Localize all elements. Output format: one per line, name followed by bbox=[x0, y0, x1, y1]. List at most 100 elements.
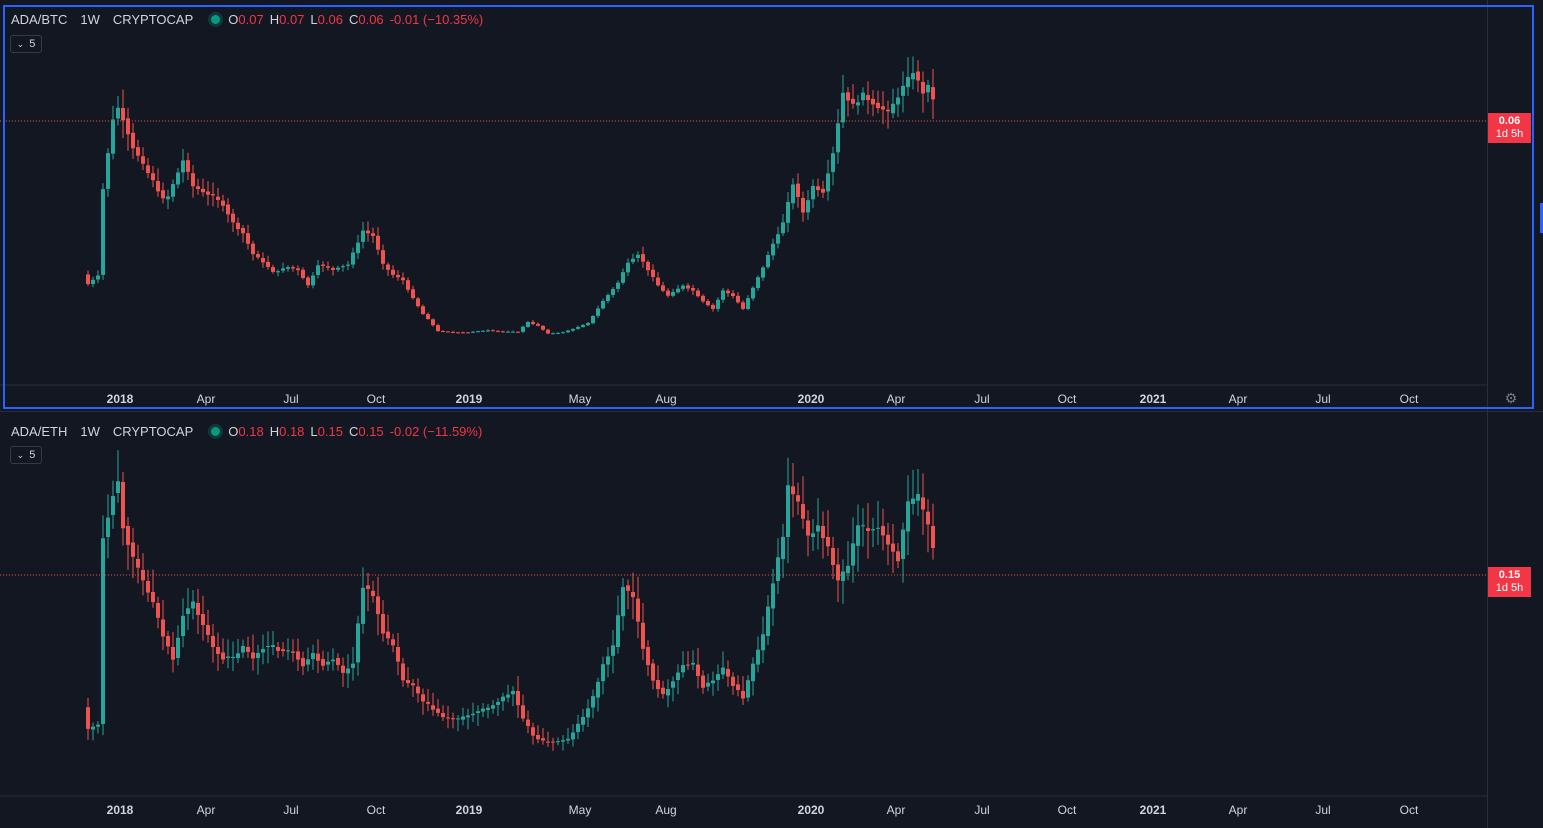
candle-body bbox=[341, 665, 345, 673]
candle-body bbox=[286, 267, 290, 269]
candle-body bbox=[271, 645, 275, 647]
open-key: O bbox=[228, 12, 239, 27]
candle-body bbox=[751, 663, 755, 682]
scale-handle[interactable] bbox=[1540, 203, 1543, 233]
candle-body bbox=[446, 331, 450, 333]
time-tick-label: 2020 bbox=[798, 392, 825, 406]
candle-body bbox=[316, 265, 320, 275]
time-tick-label: Aug bbox=[655, 392, 676, 406]
candle-body bbox=[456, 332, 460, 334]
collapse-indicators-button[interactable]: ⌄ 5 bbox=[10, 446, 42, 464]
candle-body bbox=[701, 675, 705, 688]
candle-body bbox=[396, 647, 400, 662]
candles-area-ada-eth[interactable]: 2018 Apr Jul Oct 2019 May Aug 2020 Apr Jul Oct 2021… bbox=[0, 412, 1543, 828]
candle-body bbox=[921, 497, 925, 510]
interval-label[interactable]: 1W bbox=[80, 424, 100, 439]
symbol-legend[interactable]: ADA/ETH 1W CRYPTOCAP O 0.18 H 0.18 L 0.15 C… bbox=[11, 424, 482, 439]
candle-body bbox=[421, 306, 425, 315]
candle-countdown: 1d 5h bbox=[1495, 128, 1524, 140]
candle-body bbox=[611, 645, 615, 656]
candle-body bbox=[211, 194, 215, 196]
time-tick-label: 2019 bbox=[456, 392, 483, 406]
gear-icon[interactable]: ⚙ bbox=[1504, 390, 1518, 406]
symbol-name[interactable]: ADA/BTC bbox=[11, 12, 68, 27]
interval-label[interactable]: 1W bbox=[80, 12, 100, 27]
candles-area-ada-btc[interactable]: 2018 Apr Jul Oct 2019 May Aug 2020 Apr Jul Oct 2021… bbox=[0, 0, 1543, 411]
candle-body bbox=[196, 603, 200, 615]
candle-body bbox=[831, 153, 835, 172]
last-price-label: 0.15 1d 5h bbox=[1488, 567, 1531, 597]
candle-body bbox=[646, 261, 650, 271]
candle-body bbox=[911, 498, 915, 504]
candle-body bbox=[206, 625, 210, 635]
candle-body bbox=[751, 287, 755, 299]
candle-body bbox=[761, 634, 765, 651]
candle-body bbox=[721, 667, 725, 675]
candle-body bbox=[791, 184, 795, 204]
candle-body bbox=[891, 103, 895, 114]
candle-body bbox=[716, 674, 720, 680]
candle-body bbox=[121, 482, 125, 529]
candle-body bbox=[821, 526, 825, 539]
candle-body bbox=[531, 727, 535, 736]
candle-body bbox=[811, 185, 815, 200]
candle-body bbox=[846, 565, 850, 574]
candle-body bbox=[546, 329, 550, 334]
candle-body bbox=[601, 300, 605, 309]
candle-body bbox=[926, 85, 930, 93]
candle-body bbox=[261, 649, 265, 653]
candle-body bbox=[756, 277, 760, 288]
candle-body bbox=[306, 659, 310, 665]
candle-body bbox=[386, 264, 390, 270]
candle-body bbox=[711, 304, 715, 309]
candle-body bbox=[691, 288, 695, 291]
candle-body bbox=[521, 326, 525, 332]
candle-body bbox=[341, 266, 345, 268]
candle-body bbox=[576, 723, 580, 733]
candle-body bbox=[636, 254, 640, 258]
candle-body bbox=[376, 235, 380, 250]
candle-body bbox=[421, 694, 425, 702]
candle-body bbox=[711, 680, 715, 684]
candle-body bbox=[666, 290, 670, 296]
candle-body bbox=[906, 77, 910, 88]
candle-body bbox=[361, 230, 365, 242]
candle-body bbox=[891, 543, 895, 552]
symbol-legend[interactable]: ADA/BTC 1W CRYPTOCAP O 0.07 H 0.07 L 0.06 C… bbox=[11, 12, 483, 27]
candle-body bbox=[781, 222, 785, 234]
candle-body bbox=[761, 267, 765, 278]
candle-body bbox=[681, 285, 685, 289]
chart-pane-ada-eth[interactable]: 2018 Apr Jul Oct 2019 May Aug 2020 Apr Jul Oct 2021… bbox=[0, 412, 1543, 828]
candle-body bbox=[156, 603, 160, 618]
candle-body bbox=[316, 653, 320, 661]
candle-body bbox=[96, 724, 100, 727]
symbol-name[interactable]: ADA/ETH bbox=[11, 424, 68, 439]
candle-body bbox=[196, 186, 200, 190]
pane-divider[interactable] bbox=[0, 411, 1543, 412]
candle-body bbox=[226, 656, 230, 658]
candle-body bbox=[836, 564, 840, 581]
candle-body bbox=[701, 295, 705, 302]
candle-body bbox=[381, 614, 385, 634]
candle-body bbox=[441, 713, 445, 718]
collapse-indicators-button[interactable]: ⌄ 5 bbox=[10, 35, 42, 53]
candle-body bbox=[456, 718, 460, 720]
candle-body bbox=[206, 191, 210, 195]
candle-body bbox=[816, 525, 820, 532]
candle-body bbox=[171, 184, 175, 197]
candle-body bbox=[401, 277, 405, 281]
candle-body bbox=[101, 538, 105, 724]
change-value: -0.01 (−10.35%) bbox=[389, 12, 484, 27]
candle-body bbox=[806, 520, 810, 536]
candle-body bbox=[871, 529, 875, 531]
candle-body bbox=[676, 672, 680, 680]
time-tick-label: Oct bbox=[367, 803, 386, 817]
close-key: C bbox=[348, 424, 359, 439]
candle-body bbox=[851, 543, 855, 566]
candle-body bbox=[571, 328, 575, 331]
time-tick-label: Apr bbox=[197, 392, 216, 406]
time-tick-label: Apr bbox=[1229, 392, 1248, 406]
open-key: O bbox=[228, 424, 239, 439]
candle-body bbox=[116, 481, 120, 493]
chart-pane-ada-btc[interactable]: 2018 Apr Jul Oct 2019 May Aug 2020 Apr Jul Oct 2021… bbox=[0, 0, 1543, 411]
